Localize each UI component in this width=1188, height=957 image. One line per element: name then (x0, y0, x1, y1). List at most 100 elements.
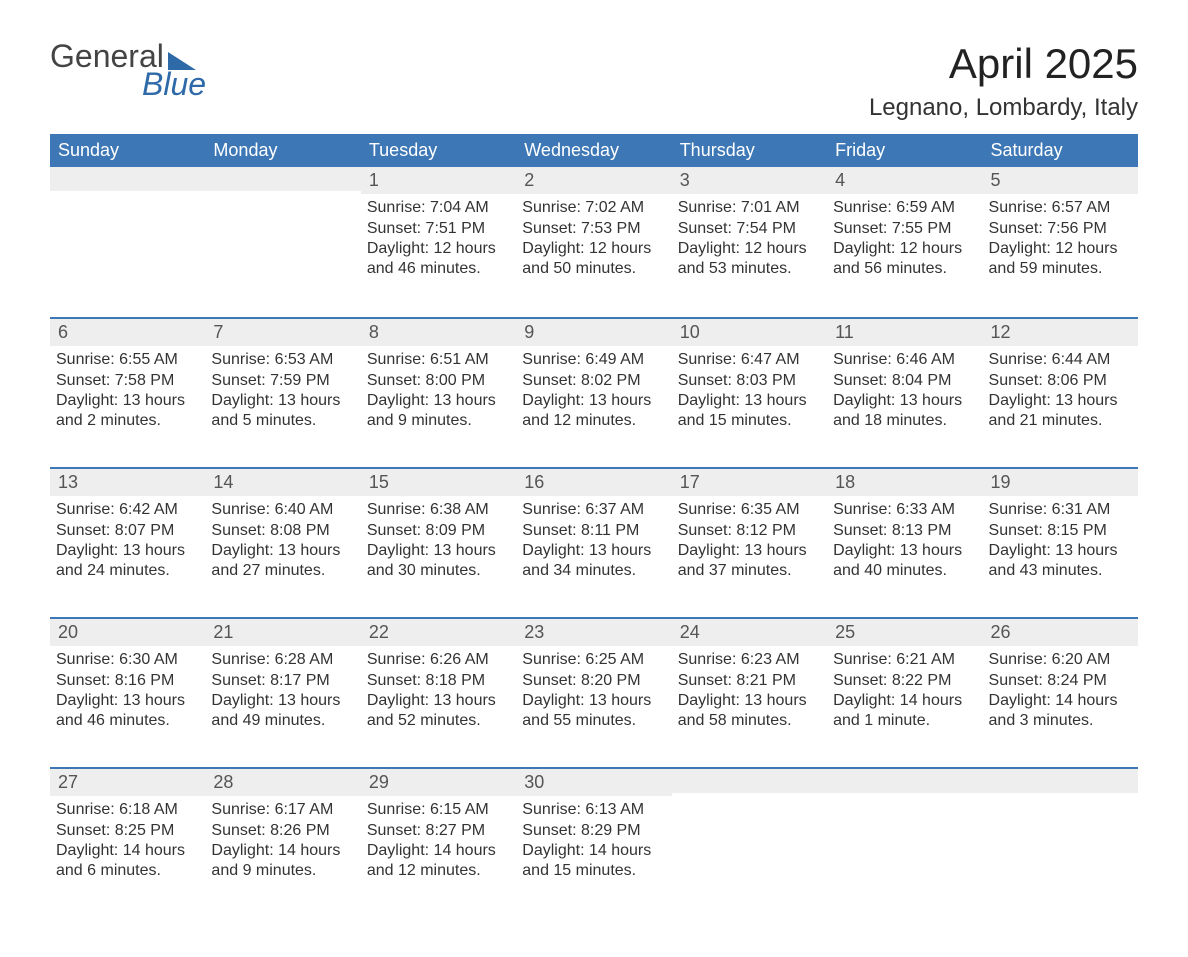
day-number: 29 (361, 769, 516, 796)
sunrise-text: Sunrise: 6:23 AM (678, 650, 821, 670)
day-number: 1 (361, 167, 516, 194)
daylight-text: and 6 minutes. (56, 861, 199, 881)
day-number: 6 (50, 319, 205, 346)
daylight-text: and 27 minutes. (211, 561, 354, 581)
day-number: 16 (516, 469, 671, 496)
day-cell: 7Sunrise: 6:53 AMSunset: 7:59 PMDaylight… (205, 319, 360, 467)
day-cell: 4Sunrise: 6:59 AMSunset: 7:55 PMDaylight… (827, 167, 982, 317)
daylight-text: and 50 minutes. (522, 259, 665, 279)
day-cell: 28Sunrise: 6:17 AMSunset: 8:26 PMDayligh… (205, 769, 360, 917)
sunrise-text: Sunrise: 6:47 AM (678, 350, 821, 370)
day-number: 2 (516, 167, 671, 194)
day-cell: 27Sunrise: 6:18 AMSunset: 8:25 PMDayligh… (50, 769, 205, 917)
day-cell: 26Sunrise: 6:20 AMSunset: 8:24 PMDayligh… (983, 619, 1138, 767)
day-cell: 18Sunrise: 6:33 AMSunset: 8:13 PMDayligh… (827, 469, 982, 617)
daylight-text: Daylight: 13 hours (367, 691, 510, 711)
sunrise-text: Sunrise: 6:18 AM (56, 800, 199, 820)
day-number: 19 (983, 469, 1138, 496)
day-cell: 10Sunrise: 6:47 AMSunset: 8:03 PMDayligh… (672, 319, 827, 467)
sunrise-text: Sunrise: 6:20 AM (989, 650, 1132, 670)
sunset-text: Sunset: 8:12 PM (678, 521, 821, 541)
daylight-text: and 43 minutes. (989, 561, 1132, 581)
empty-cell (672, 769, 827, 917)
sunrise-text: Sunrise: 6:25 AM (522, 650, 665, 670)
daylight-text: Daylight: 14 hours (522, 841, 665, 861)
sunrise-text: Sunrise: 6:28 AM (211, 650, 354, 670)
daylight-text: Daylight: 13 hours (522, 391, 665, 411)
daylight-text: and 9 minutes. (367, 411, 510, 431)
daylight-text: Daylight: 13 hours (522, 541, 665, 561)
sunset-text: Sunset: 8:03 PM (678, 371, 821, 391)
weekday-header: Sunday (50, 134, 205, 167)
day-cell: 19Sunrise: 6:31 AMSunset: 8:15 PMDayligh… (983, 469, 1138, 617)
sunrise-text: Sunrise: 6:26 AM (367, 650, 510, 670)
sunrise-text: Sunrise: 6:40 AM (211, 500, 354, 520)
daylight-text: and 15 minutes. (522, 861, 665, 881)
sunrise-text: Sunrise: 7:01 AM (678, 198, 821, 218)
sunrise-text: Sunrise: 6:35 AM (678, 500, 821, 520)
daylight-text: and 37 minutes. (678, 561, 821, 581)
sunrise-text: Sunrise: 6:53 AM (211, 350, 354, 370)
empty-cell (827, 769, 982, 917)
day-cell: 30Sunrise: 6:13 AMSunset: 8:29 PMDayligh… (516, 769, 671, 917)
daylight-text: and 12 minutes. (522, 411, 665, 431)
week-row: 13Sunrise: 6:42 AMSunset: 8:07 PMDayligh… (50, 467, 1138, 617)
day-number: 26 (983, 619, 1138, 646)
day-cell: 20Sunrise: 6:30 AMSunset: 8:16 PMDayligh… (50, 619, 205, 767)
day-number: 3 (672, 167, 827, 194)
sunset-text: Sunset: 7:56 PM (989, 219, 1132, 239)
day-number: 20 (50, 619, 205, 646)
empty-cell (50, 167, 205, 317)
weekday-header: Friday (827, 134, 982, 167)
daylight-text: Daylight: 13 hours (833, 391, 976, 411)
sunset-text: Sunset: 8:02 PM (522, 371, 665, 391)
day-number: 30 (516, 769, 671, 796)
sunset-text: Sunset: 8:13 PM (833, 521, 976, 541)
daylight-text: Daylight: 13 hours (211, 691, 354, 711)
page-title: April 2025 (869, 40, 1138, 88)
daylight-text: Daylight: 13 hours (211, 541, 354, 561)
sunset-text: Sunset: 7:51 PM (367, 219, 510, 239)
sunset-text: Sunset: 8:27 PM (367, 821, 510, 841)
sunrise-text: Sunrise: 6:57 AM (989, 198, 1132, 218)
day-number: 22 (361, 619, 516, 646)
daylight-text: Daylight: 13 hours (56, 541, 199, 561)
empty-day-strip (983, 769, 1138, 793)
daylight-text: Daylight: 14 hours (833, 691, 976, 711)
daylight-text: and 56 minutes. (833, 259, 976, 279)
sunrise-text: Sunrise: 6:55 AM (56, 350, 199, 370)
daylight-text: Daylight: 12 hours (367, 239, 510, 259)
sunrise-text: Sunrise: 6:44 AM (989, 350, 1132, 370)
sunrise-text: Sunrise: 6:31 AM (989, 500, 1132, 520)
sunrise-text: Sunrise: 6:59 AM (833, 198, 976, 218)
daylight-text: and 46 minutes. (367, 259, 510, 279)
day-number: 14 (205, 469, 360, 496)
day-cell: 14Sunrise: 6:40 AMSunset: 8:08 PMDayligh… (205, 469, 360, 617)
daylight-text: and 46 minutes. (56, 711, 199, 731)
sunrise-text: Sunrise: 6:17 AM (211, 800, 354, 820)
day-cell: 22Sunrise: 6:26 AMSunset: 8:18 PMDayligh… (361, 619, 516, 767)
empty-cell (983, 769, 1138, 917)
sunset-text: Sunset: 7:54 PM (678, 219, 821, 239)
daylight-text: Daylight: 12 hours (678, 239, 821, 259)
daylight-text: Daylight: 14 hours (56, 841, 199, 861)
daylight-text: Daylight: 13 hours (522, 691, 665, 711)
sunset-text: Sunset: 8:06 PM (989, 371, 1132, 391)
week-row: 6Sunrise: 6:55 AMSunset: 7:58 PMDaylight… (50, 317, 1138, 467)
daylight-text: and 58 minutes. (678, 711, 821, 731)
day-number: 12 (983, 319, 1138, 346)
daylight-text: Daylight: 13 hours (367, 541, 510, 561)
day-cell: 16Sunrise: 6:37 AMSunset: 8:11 PMDayligh… (516, 469, 671, 617)
day-number: 28 (205, 769, 360, 796)
day-cell: 3 Sunrise: 7:01 AMSunset: 7:54 PMDaylight… (672, 167, 827, 317)
daylight-text: and 30 minutes. (367, 561, 510, 581)
page-subtitle: Legnano, Lombardy, Italy (869, 94, 1138, 122)
sunset-text: Sunset: 7:53 PM (522, 219, 665, 239)
weekday-header: Wednesday (516, 134, 671, 167)
sunset-text: Sunset: 8:21 PM (678, 671, 821, 691)
week-row: 27Sunrise: 6:18 AMSunset: 8:25 PMDayligh… (50, 767, 1138, 917)
day-cell: 29Sunrise: 6:15 AMSunset: 8:27 PMDayligh… (361, 769, 516, 917)
sunrise-text: Sunrise: 6:15 AM (367, 800, 510, 820)
day-cell: 12Sunrise: 6:44 AMSunset: 8:06 PMDayligh… (983, 319, 1138, 467)
daylight-text: and 3 minutes. (989, 711, 1132, 731)
